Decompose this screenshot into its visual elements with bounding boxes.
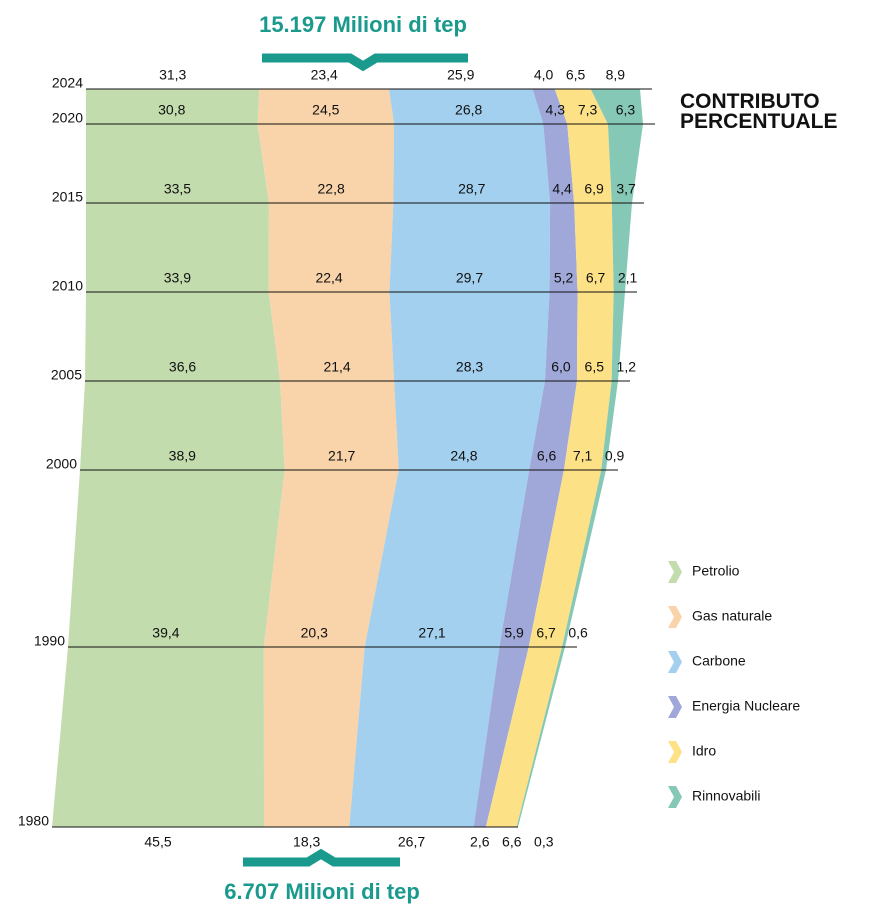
value-label: 6,0 <box>551 359 571 375</box>
bottom-total: 6.707 Milioni di tep <box>224 879 420 904</box>
value-label: 21,4 <box>323 359 350 375</box>
legend-swatch <box>668 606 682 628</box>
value-label: 6,5 <box>566 67 586 83</box>
legend-label: Energia Nucleare <box>692 698 800 714</box>
value-label: 25,9 <box>447 67 474 83</box>
year-label: 1990 <box>34 633 65 649</box>
value-label: 4,3 <box>546 102 566 118</box>
value-label: 0,6 <box>568 625 588 641</box>
value-label: 20,3 <box>301 625 328 641</box>
value-label: 18,3 <box>293 834 320 850</box>
value-label: 33,5 <box>164 181 191 197</box>
value-label: 0,9 <box>605 448 625 464</box>
value-label: 4,4 <box>552 181 572 197</box>
value-label: 31,3 <box>159 67 186 83</box>
value-label: 1,2 <box>617 359 637 375</box>
value-label: 6,9 <box>584 181 604 197</box>
value-label: 2,6 <box>470 834 490 850</box>
legend-swatch <box>668 561 682 583</box>
value-label: 6,7 <box>536 625 556 641</box>
value-label: 28,3 <box>456 359 483 375</box>
value-label: 45,5 <box>144 834 171 850</box>
value-label: 6,6 <box>502 834 522 850</box>
value-label: 24,5 <box>312 102 339 118</box>
value-label: 26,7 <box>398 834 425 850</box>
legend-swatch <box>668 741 682 763</box>
legend-label: Rinnovabili <box>692 788 760 804</box>
value-label: 22,8 <box>318 181 345 197</box>
legend-label: Petrolio <box>692 563 740 579</box>
value-label: 8,9 <box>606 67 626 83</box>
year-label: 2024 <box>52 75 83 91</box>
value-label: 27,1 <box>418 625 445 641</box>
value-label: 26,8 <box>455 102 482 118</box>
chart-title: CONTRIBUTO PERCENTUALE <box>680 90 838 133</box>
legend-swatch <box>668 696 682 718</box>
bracket <box>262 53 468 72</box>
value-label: 23,4 <box>311 67 338 83</box>
area <box>52 89 285 827</box>
value-label: 28,7 <box>458 181 485 197</box>
year-label: 2000 <box>46 456 77 472</box>
area <box>516 89 643 827</box>
value-label: 2,1 <box>618 270 638 286</box>
area <box>473 89 578 827</box>
value-label: 5,2 <box>554 270 574 286</box>
legend-swatch <box>668 786 682 808</box>
value-label: 3,7 <box>616 181 636 197</box>
legend-label: Carbone <box>692 653 746 669</box>
year-label: 1980 <box>18 813 49 829</box>
value-label: 29,7 <box>456 270 483 286</box>
legend-swatch <box>668 651 682 673</box>
value-label: 5,9 <box>504 625 524 641</box>
year-label: 2005 <box>51 367 82 383</box>
value-label: 24,8 <box>450 448 477 464</box>
top-total: 15.197 Milioni di tep <box>259 12 467 37</box>
year-label: 2020 <box>52 110 83 126</box>
value-label: 33,9 <box>164 270 191 286</box>
value-label: 7,1 <box>573 448 593 464</box>
value-label: 0,3 <box>534 834 554 850</box>
value-label: 7,3 <box>578 102 598 118</box>
value-label: 4,0 <box>534 67 554 83</box>
bracket <box>243 848 400 867</box>
value-label: 6,5 <box>585 359 605 375</box>
legend-label: Gas naturale <box>692 608 772 624</box>
value-label: 6,7 <box>586 270 606 286</box>
value-label: 21,7 <box>328 448 355 464</box>
area <box>485 89 614 827</box>
value-label: 36,6 <box>169 359 196 375</box>
area <box>257 89 399 827</box>
legend-label: Idro <box>692 743 716 759</box>
value-label: 6,3 <box>616 102 636 118</box>
area <box>349 89 551 827</box>
value-label: 39,4 <box>152 625 179 641</box>
value-label: 30,8 <box>158 102 185 118</box>
year-label: 2010 <box>52 278 83 294</box>
value-label: 38,9 <box>169 448 196 464</box>
year-label: 2015 <box>52 189 83 205</box>
value-label: 22,4 <box>315 270 342 286</box>
value-label: 6,6 <box>537 448 557 464</box>
